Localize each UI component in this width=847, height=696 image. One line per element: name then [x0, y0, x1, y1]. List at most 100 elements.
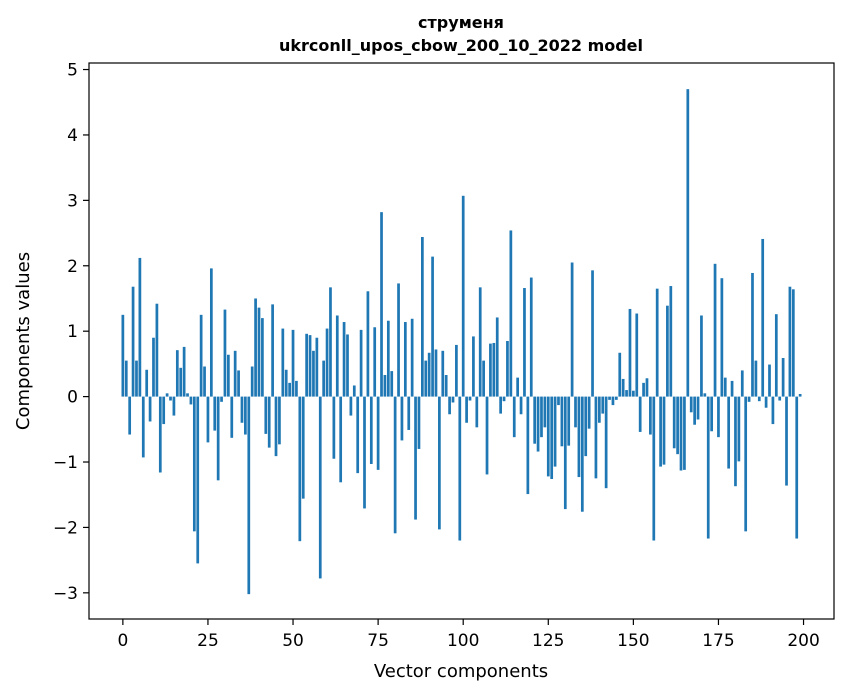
bar-3 — [131, 286, 135, 397]
bar-17 — [179, 367, 183, 397]
bar-161 — [669, 286, 673, 397]
bar-78 — [386, 320, 390, 397]
bar-143 — [608, 396, 611, 400]
bar-166 — [686, 89, 690, 397]
bar-72 — [366, 291, 370, 397]
bar-71 — [363, 396, 366, 509]
bar-197 — [791, 289, 795, 397]
bar-138 — [591, 270, 594, 397]
bar-136 — [584, 396, 588, 457]
bar-99 — [458, 396, 462, 541]
x-tick-label: 175 — [702, 631, 734, 651]
bar-49 — [288, 382, 291, 397]
bar-128 — [557, 396, 560, 406]
bar-7 — [145, 369, 149, 397]
bar-107 — [485, 396, 489, 475]
bar-61 — [329, 287, 332, 397]
bar-18 — [182, 346, 186, 397]
bar-173 — [710, 396, 714, 432]
bar-90 — [427, 352, 431, 397]
bar-0 — [121, 314, 125, 397]
bar-195 — [785, 396, 788, 486]
y-tick-label: 2 — [67, 257, 78, 277]
bar-12 — [162, 396, 166, 425]
bar-187 — [757, 396, 761, 402]
bar-176 — [720, 278, 724, 397]
bar-110 — [495, 317, 499, 397]
bar-60 — [325, 328, 329, 397]
bar-123 — [540, 396, 543, 438]
bar-87 — [417, 396, 421, 449]
bar-109 — [492, 342, 496, 397]
bar-59 — [322, 360, 326, 397]
bar-16 — [175, 350, 179, 397]
bar-163 — [676, 396, 679, 455]
bar-170 — [700, 315, 703, 397]
bar-104 — [475, 396, 479, 428]
bar-148 — [625, 390, 628, 397]
bar-64 — [339, 396, 343, 483]
bar-122 — [536, 396, 540, 452]
bar-26 — [209, 268, 213, 397]
bar-153 — [642, 382, 645, 397]
bar-147 — [621, 378, 625, 397]
bar-157 — [655, 288, 659, 397]
bar-85 — [410, 318, 414, 397]
plot-frame — [88, 62, 835, 620]
bar-151 — [635, 313, 639, 397]
bar-76 — [380, 212, 383, 397]
bar-144 — [611, 396, 615, 406]
bar-118 — [523, 288, 526, 397]
bar-5 — [138, 257, 142, 397]
bar-184 — [747, 396, 751, 402]
bar-43 — [267, 396, 271, 448]
bar-159 — [662, 396, 666, 465]
bar-126 — [550, 396, 554, 480]
x-tick-label: 150 — [617, 631, 649, 651]
bar-156 — [652, 396, 656, 541]
bar-95 — [444, 375, 448, 397]
x-tick-label: 50 — [282, 631, 304, 651]
bar-75 — [376, 396, 380, 470]
bar-188 — [761, 238, 765, 397]
bar-105 — [478, 287, 482, 397]
bar-79 — [390, 371, 394, 397]
bar-194 — [781, 358, 785, 397]
x-tick-label: 125 — [532, 631, 564, 651]
bar-13 — [165, 393, 169, 397]
bar-114 — [509, 230, 513, 397]
bar-133 — [574, 396, 577, 428]
bar-67 — [349, 396, 353, 416]
bar-11 — [158, 396, 162, 473]
bar-198 — [795, 396, 799, 539]
bar-33 — [233, 350, 237, 397]
bar-36 — [244, 396, 247, 435]
bar-189 — [764, 396, 768, 408]
bar-111 — [499, 396, 502, 414]
bar-40 — [257, 307, 261, 397]
y-tick-label: 3 — [67, 191, 78, 211]
bar-19 — [186, 393, 189, 397]
bar-149 — [628, 308, 632, 397]
bar-58 — [318, 396, 322, 579]
bar-116 — [516, 377, 520, 397]
bar-139 — [594, 396, 598, 479]
bar-181 — [737, 396, 741, 462]
bar-175 — [717, 396, 720, 438]
bar-178 — [727, 396, 731, 469]
bar-52 — [298, 396, 302, 542]
bar-47 — [281, 328, 285, 397]
bar-1 — [124, 360, 128, 397]
bar-28 — [216, 396, 220, 481]
y-axis-label: Components values — [13, 252, 34, 430]
bar-127 — [553, 396, 557, 467]
bar-165 — [683, 396, 686, 470]
bar-96 — [448, 396, 451, 415]
bar-9 — [152, 337, 155, 397]
bar-152 — [638, 396, 642, 432]
bar-68 — [352, 385, 356, 397]
bar-172 — [706, 396, 710, 539]
bar-73 — [369, 396, 373, 464]
bar-192 — [774, 314, 778, 397]
